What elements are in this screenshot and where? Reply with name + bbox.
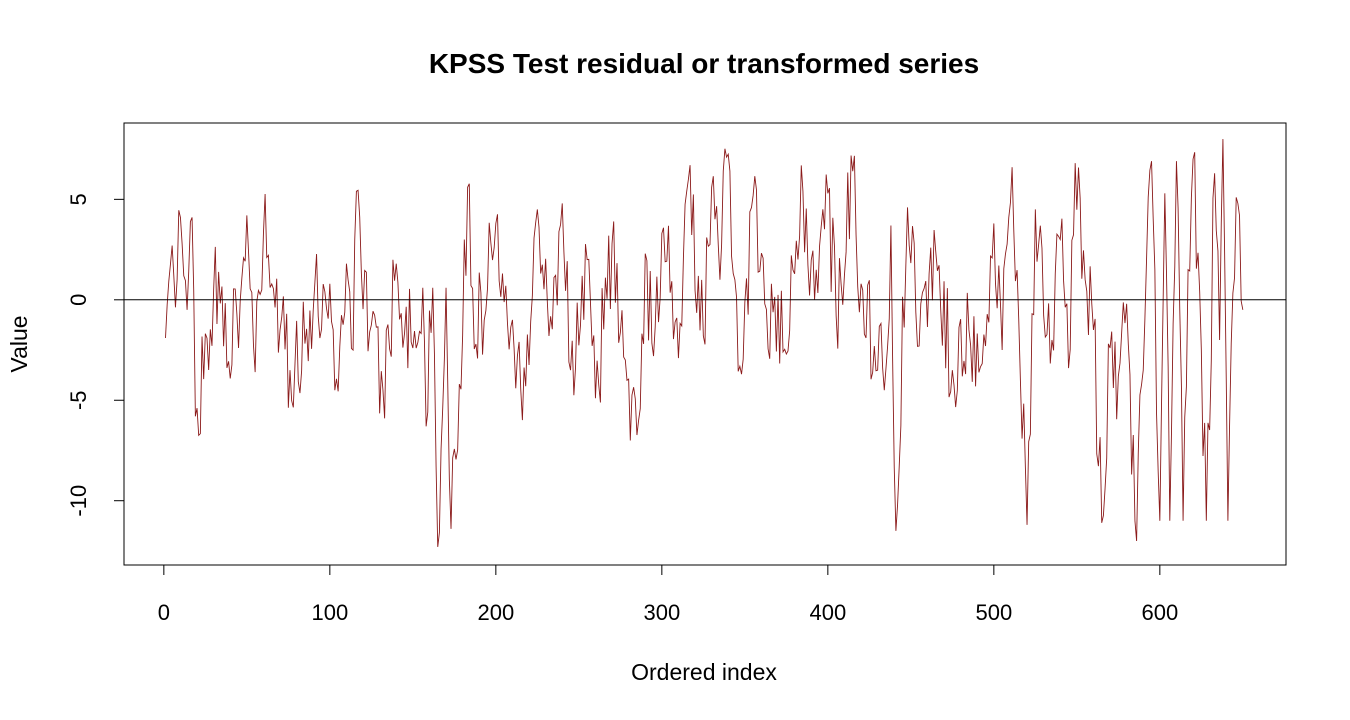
x-tick-label: 0 xyxy=(158,600,170,625)
y-tick-label: -10 xyxy=(66,485,91,517)
y-tick-label: 0 xyxy=(66,294,91,306)
x-axis: 0 100 200 300 400 500 600 xyxy=(158,564,1178,625)
x-tick-label: 100 xyxy=(311,600,348,625)
series-layer xyxy=(165,139,1244,547)
y-tick-label: -5 xyxy=(66,390,91,410)
x-axis-label: Ordered index xyxy=(631,659,777,685)
series-line xyxy=(165,139,1244,547)
x-tick-label: 600 xyxy=(1141,600,1178,625)
x-tick-label: 200 xyxy=(477,600,514,625)
y-axis: -10 -5 0 5 xyxy=(66,193,125,517)
y-axis-label: Value xyxy=(6,315,32,372)
chart-title: KPSS Test residual or transformed series xyxy=(429,48,979,79)
y-tick-label: 5 xyxy=(66,193,91,205)
x-tick-label: 300 xyxy=(643,600,680,625)
x-tick-label: 500 xyxy=(975,600,1012,625)
x-tick-label: 400 xyxy=(809,600,846,625)
